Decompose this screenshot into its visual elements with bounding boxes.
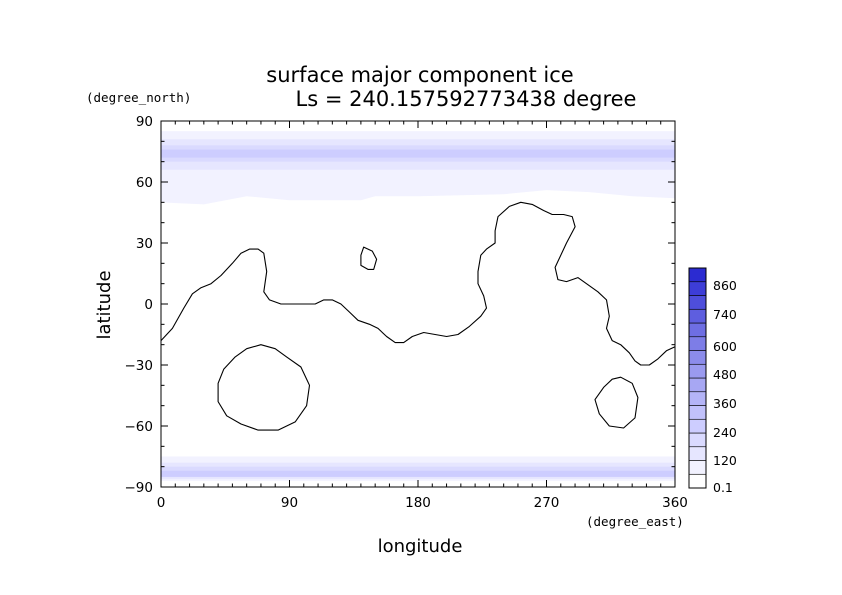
- x-tick-label: 270: [534, 495, 560, 511]
- y-tick-label: −30: [125, 358, 154, 374]
- colorbar-swatch: [688, 336, 707, 351]
- colorbar-frame: [688, 267, 707, 489]
- colorbar-swatch: [688, 473, 707, 489]
- colorbar-swatch: [688, 267, 707, 283]
- y-tick-label: 60: [136, 175, 153, 191]
- y-tick-label: −90: [125, 480, 154, 496]
- colorbar-label: 240: [713, 425, 737, 440]
- x-axis-label: longitude: [378, 536, 463, 557]
- chart-title-line2: Ls = 240.157592773438 degree: [296, 87, 637, 111]
- x-unit-label: (degree_east): [586, 514, 684, 529]
- y-tick-label: 0: [144, 297, 153, 313]
- north-ice-cap: [161, 131, 675, 205]
- colorbar-swatch: [688, 350, 707, 365]
- colorbar-swatch: [688, 295, 707, 310]
- colorbar-swatch: [688, 363, 707, 379]
- plot-area: [160, 120, 676, 488]
- colorbar-swatch: [688, 432, 707, 448]
- y-tick-label: −60: [125, 419, 154, 435]
- colorbar-swatch: [688, 377, 707, 393]
- north-cap-band-3: [161, 149, 675, 158]
- topography-contours: [160, 201, 676, 431]
- colorbar-label: 600: [713, 339, 737, 354]
- y-tick-label: 90: [136, 114, 153, 130]
- colorbar-swatch: [688, 391, 707, 406]
- contour-line-1: [217, 344, 311, 431]
- x-tick-label: 360: [662, 495, 688, 511]
- colorbar: [688, 267, 707, 489]
- y-axis-label: latitude: [94, 270, 115, 339]
- x-tick-label: 90: [281, 495, 298, 511]
- contour-line-2: [360, 246, 378, 270]
- chart-title-line1: surface major component ice: [266, 63, 573, 87]
- colorbar-label: 740: [713, 307, 737, 322]
- colorbar-swatch: [688, 446, 707, 461]
- south-ice-cap: [161, 456, 675, 481]
- x-tick-label: 0: [157, 495, 166, 511]
- colorbar-label: 860: [713, 278, 737, 293]
- contour-line-0: [160, 201, 676, 366]
- colorbar-swatch: [688, 322, 707, 338]
- colorbar-label: 480: [713, 367, 737, 382]
- colorbar-swatch: [688, 308, 707, 324]
- colorbar-swatch: [688, 418, 707, 434]
- colorbar-labels: 0.1 120 240 360 480 600 740 860: [713, 278, 737, 495]
- colorbar-label: 120: [713, 453, 737, 468]
- axis-ticks: [160, 120, 676, 488]
- x-tick-label: 180: [405, 495, 431, 511]
- y-tick-label: 30: [136, 236, 153, 252]
- contour-line-3: [594, 376, 639, 429]
- colorbar-label: 360: [713, 396, 737, 411]
- x-tick-labels: 0 90 180 270 360: [157, 495, 688, 511]
- south-cap-band-3: [161, 470, 675, 477]
- colorbar-swatch: [688, 405, 707, 420]
- y-tick-labels: 90 60 30 0 −30 −60 −90: [125, 114, 154, 496]
- colorbar-swatch: [688, 281, 707, 296]
- colorbar-swatch: [688, 460, 707, 475]
- y-unit-label: (degree_north): [86, 90, 191, 105]
- colorbar-label: 0.1: [713, 480, 733, 495]
